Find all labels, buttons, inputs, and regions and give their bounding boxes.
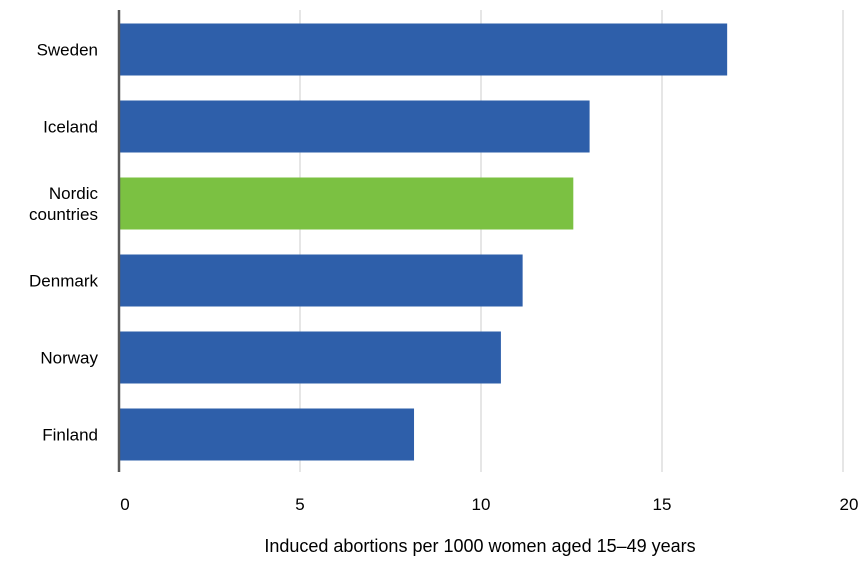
category-label-line: Finland [42, 426, 98, 445]
x-tick-label: 0 [120, 495, 129, 514]
bar-finland [119, 408, 415, 461]
category-label: Denmark [29, 272, 98, 291]
category-label: Norway [40, 349, 98, 368]
bar-sweden [119, 23, 728, 76]
category-label: Sweden [37, 41, 98, 60]
bar-iceland [119, 100, 590, 153]
category-labels: Sweden Iceland Nordic countries Denmark Norwa… [29, 41, 98, 445]
bars [119, 23, 728, 461]
category-label-line: Norway [40, 349, 98, 368]
x-tick-label: 20 [840, 495, 859, 514]
category-label-line: Denmark [29, 272, 98, 291]
x-tick-label: 10 [472, 495, 491, 514]
category-label: Nordic countries [29, 184, 98, 224]
category-label: Iceland [43, 118, 98, 137]
category-label-line: Sweden [37, 41, 98, 60]
bar-denmark [119, 254, 523, 307]
category-label-line: Iceland [43, 118, 98, 137]
x-tick-label: 15 [653, 495, 672, 514]
x-tick-labels: 0 5 10 15 20 [120, 495, 858, 514]
category-label-line: countries [29, 205, 98, 224]
x-axis-title: Induced abortions per 1000 women aged 15… [264, 536, 695, 556]
bar-norway [119, 331, 501, 384]
gridlines [299, 10, 844, 472]
category-label: Finland [42, 426, 98, 445]
category-label-line: Nordic [49, 184, 99, 203]
x-tick-label: 5 [295, 495, 304, 514]
bar-nordic-countries [119, 177, 574, 230]
